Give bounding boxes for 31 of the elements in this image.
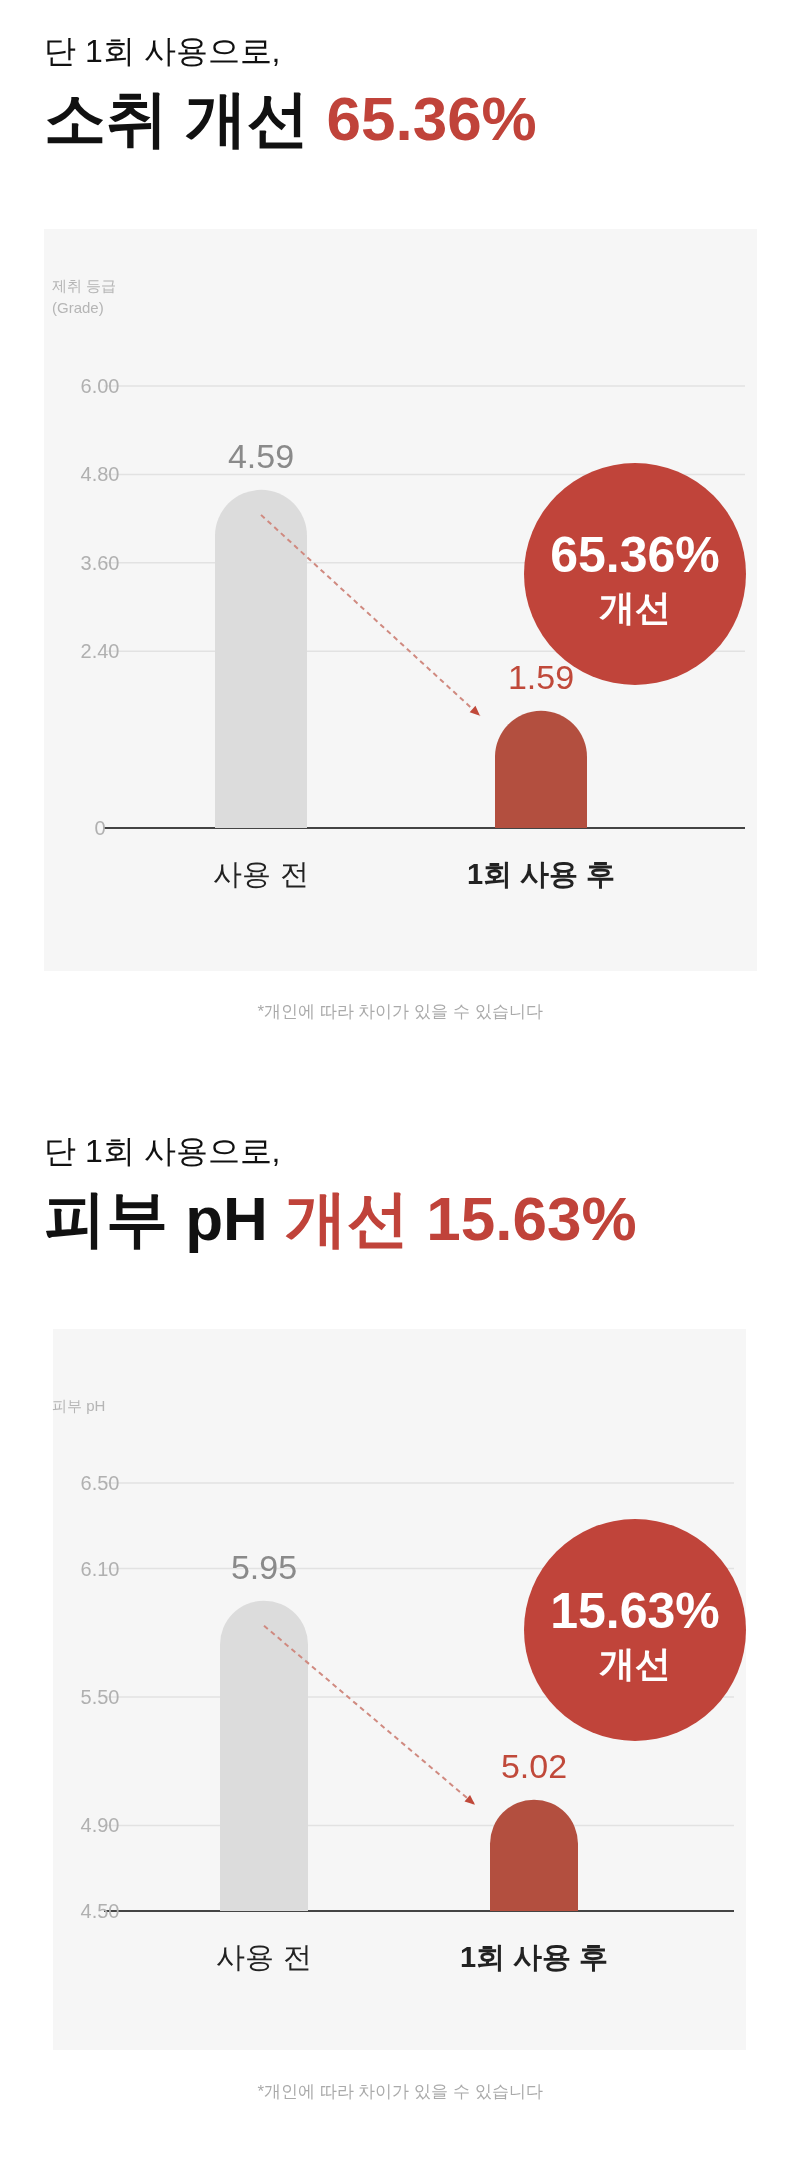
y-tick-label: 0 [94, 817, 106, 839]
chart-subtitle: 단 1회 사용으로, [44, 33, 281, 69]
x-tick-label: 사용 전 [216, 1941, 312, 1973]
y-tick-label: 6.50 [80, 1472, 120, 1494]
chart-subtitle: 단 1회 사용으로, [44, 1133, 281, 1169]
y-tick-label: 6.10 [80, 1557, 120, 1580]
y-tick-label: 4.90 [80, 1814, 120, 1837]
chart-title: 피부 pH 개선 15.63% [44, 1184, 637, 1253]
chart-title: 소취 개선 65.36% [44, 84, 537, 153]
annotation: 개선 [599, 587, 671, 628]
annotation: 65.36% [550, 527, 720, 583]
text: *개인에 따라 차이가 있을 수 있습니다 [257, 1002, 543, 1021]
y-tick-label: 4.50 [80, 1900, 120, 1922]
y-tick-label: 2.40 [80, 640, 120, 663]
y-tick-label: 5.50 [80, 1686, 120, 1708]
data-label: 1.59 [507, 657, 575, 696]
y-tick-label: 4.80 [80, 463, 120, 486]
data-label: 5.02 [500, 1746, 568, 1785]
annotation: 15.63% [550, 1583, 720, 1639]
data-label: 4.59 [227, 436, 295, 475]
text: *개인에 따라 차이가 있을 수 있습니다 [257, 2082, 543, 2101]
y-tick-label: 6.00 [80, 375, 120, 397]
x-tick-label: 1회 사용 후 [466, 858, 616, 890]
y-axis-title: 피부 pH [52, 1397, 106, 1414]
badge: 15.63% 개선 [524, 1519, 746, 1741]
y-tick-label: 3.60 [80, 551, 120, 574]
x-tick-label: 1회 사용 후 [459, 1941, 609, 1973]
y-axis-title: 제취 등급 (Grade) [52, 277, 117, 316]
annotation: 개선 [599, 1643, 671, 1684]
x-tick-label: 사용 전 [213, 858, 309, 890]
data-label: 5.95 [230, 1547, 298, 1586]
